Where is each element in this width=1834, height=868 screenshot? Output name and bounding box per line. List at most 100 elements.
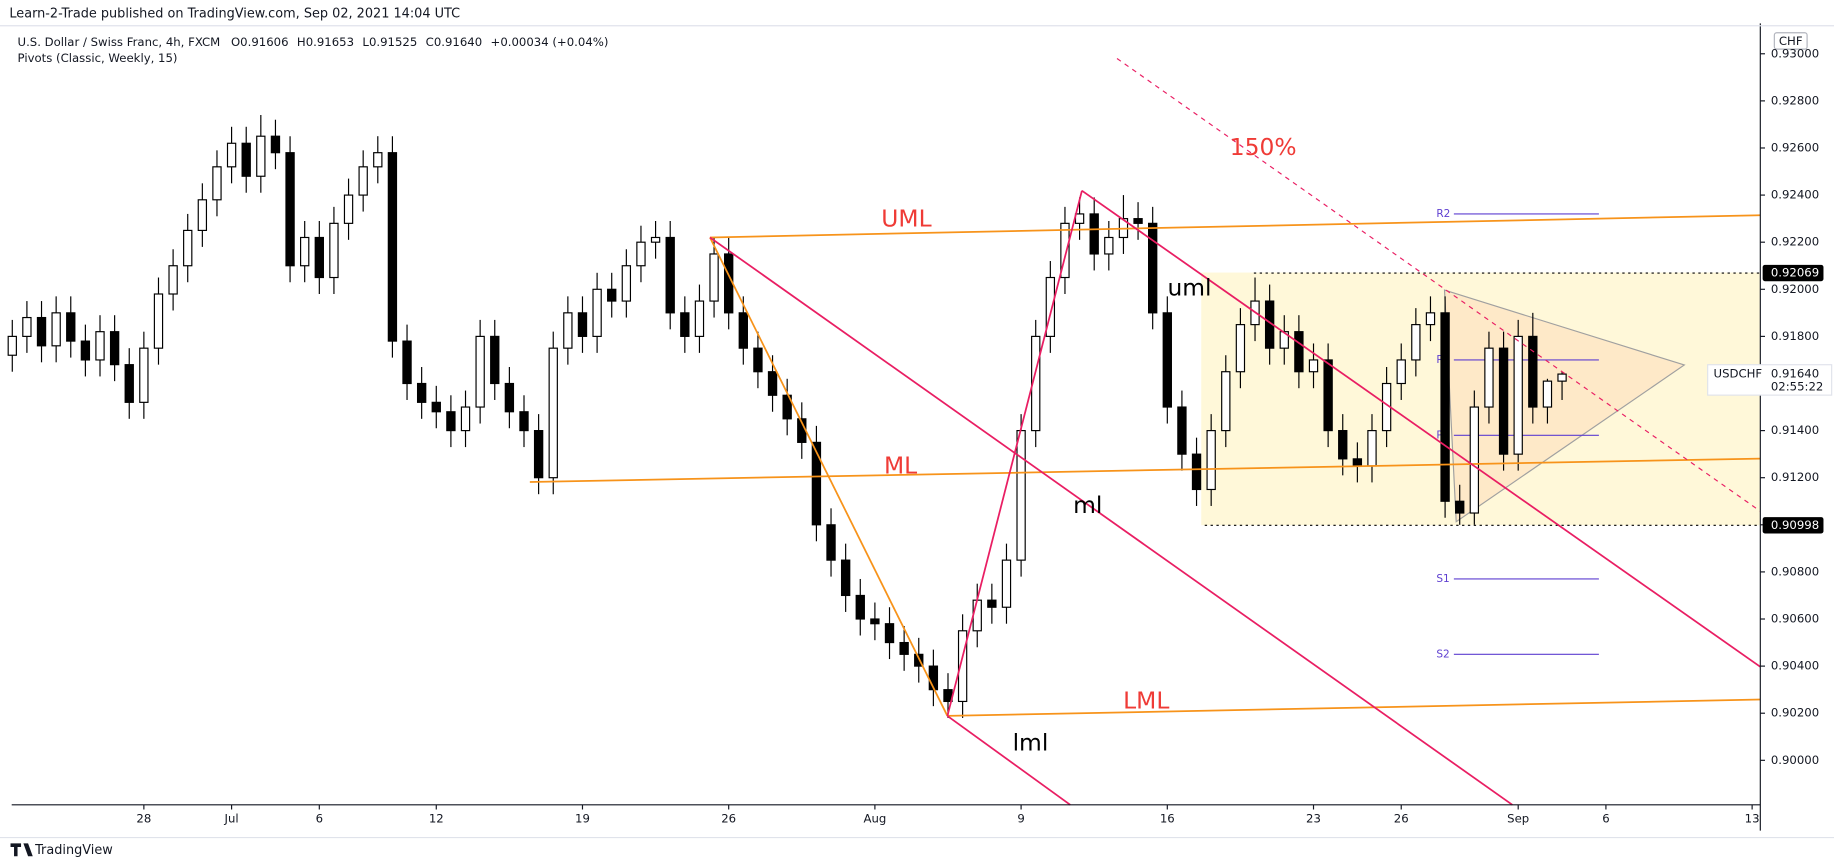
candle-body	[753, 347, 763, 373]
candle-body	[1206, 430, 1216, 491]
y-tick-label: 0.91800	[1771, 329, 1819, 343]
candle-body	[1162, 312, 1172, 408]
candle-body	[1016, 430, 1026, 561]
last-price-box	[1707, 364, 1833, 396]
annotation: 150%	[1230, 133, 1297, 161]
candle-body	[914, 653, 924, 667]
candle-body	[241, 142, 251, 177]
ohlc-value: O0.91606	[231, 35, 289, 49]
legend: U.S. Dollar / Swiss Franc, 4h, FXCM O0.9…	[18, 35, 609, 49]
candle-body	[1294, 331, 1304, 373]
candle-body	[884, 623, 895, 644]
y-tick-label: 0.90400	[1771, 659, 1819, 673]
candle-body	[1513, 335, 1523, 455]
y-tick-label: 0.92200	[1771, 235, 1819, 249]
candle-body	[1498, 347, 1509, 455]
candle-body	[1367, 430, 1377, 467]
candle-body	[738, 312, 748, 349]
candle-body	[1338, 430, 1348, 460]
candle-body	[782, 394, 792, 420]
candle-body	[724, 253, 734, 314]
candle-body	[51, 312, 61, 347]
y-tick-label: 0.90200	[1771, 706, 1819, 720]
candle-body	[139, 347, 149, 403]
candle-body	[475, 335, 485, 408]
candle-body	[811, 441, 822, 526]
pivot-label: S1	[1436, 573, 1449, 585]
last-price-label: 0.91640	[1771, 367, 1819, 381]
candle-body	[1235, 324, 1246, 373]
x-tick-label: 26	[721, 811, 736, 825]
candle-body	[519, 411, 529, 432]
pitchfork	[529, 58, 1761, 806]
y-tick-label: 0.90600	[1771, 612, 1819, 626]
x-tick-label: 28	[136, 811, 151, 825]
candle-body	[183, 229, 193, 267]
level-box	[1762, 264, 1824, 282]
pivot-leg	[709, 237, 949, 717]
candle-body	[212, 166, 222, 201]
rise-leg	[946, 190, 1083, 717]
pivot-label: P	[1436, 429, 1442, 441]
symbol-title: U.S. Dollar / Swiss Franc, 4h, FXCM	[18, 35, 221, 49]
uml-line	[709, 214, 1761, 239]
candle-body	[329, 222, 339, 279]
candle-body	[826, 524, 836, 561]
candle-body	[373, 152, 383, 168]
x-tick-label: 19	[575, 811, 590, 825]
candle-body	[109, 331, 120, 366]
x-tick-label: 6	[1602, 811, 1609, 825]
x-tick-label: 23	[1306, 811, 1321, 825]
candle-body	[548, 347, 558, 479]
candle-body	[197, 199, 208, 231]
candle-body	[1074, 213, 1085, 224]
candle-body	[1104, 236, 1114, 255]
x-tick-label: Jul	[224, 811, 239, 825]
candle-body	[256, 135, 266, 177]
candle-body	[1425, 312, 1436, 326]
pivot-label: S2	[1436, 648, 1449, 660]
x-tick-label: 9	[1017, 811, 1024, 825]
candle-body	[490, 335, 500, 385]
candle-body	[1440, 312, 1450, 502]
candle-body	[840, 559, 851, 597]
candle-body	[387, 152, 398, 342]
x-tick-label: Sep	[1507, 811, 1529, 825]
annotations: UML ML LML uml ml lml 150%	[881, 133, 1296, 756]
currency-box	[1773, 32, 1808, 50]
annotation: LML	[1123, 686, 1169, 714]
y-tick-label: 0.92600	[1771, 140, 1819, 154]
y-tick-label: 0.93000	[1771, 46, 1819, 60]
annotation: uml	[1167, 273, 1211, 301]
candle-body	[168, 265, 178, 295]
plot: R2R1PS1S2	[7, 115, 1761, 718]
extension-150	[1116, 58, 1761, 512]
lml-channel	[946, 715, 1071, 806]
candle-body	[1177, 406, 1187, 455]
candle-body	[694, 300, 705, 337]
candle-body	[1323, 359, 1333, 432]
candle-body	[607, 288, 617, 302]
ml-line	[529, 457, 1761, 483]
candle-body	[1557, 373, 1567, 382]
x-tick-label: 16	[1160, 811, 1175, 825]
annotation: ml	[1073, 491, 1102, 519]
ohlc-value: +0.00034 (+0.04%)	[491, 35, 609, 49]
y-tick-label: 0.91400	[1771, 423, 1819, 437]
candle-body	[665, 236, 675, 314]
y-tick-label: 0.91200	[1771, 470, 1819, 484]
x-tick-label: 6	[316, 811, 323, 825]
y-tick-label: 0.92400	[1771, 188, 1819, 202]
y-tick-label: 0.90000	[1771, 753, 1819, 767]
candle-body	[1148, 222, 1158, 314]
candle-body	[563, 312, 573, 349]
x-tick-label: Aug	[863, 811, 886, 825]
level-box	[1762, 517, 1824, 534]
candle-body	[1001, 559, 1012, 608]
candle-body	[1089, 213, 1099, 255]
x-tick-label: 13	[1745, 811, 1760, 825]
annotation: lml	[1013, 728, 1049, 756]
candle-body	[1484, 347, 1494, 408]
countdown-label: 02:55:22	[1771, 379, 1823, 393]
ohlc-value: C0.91640	[426, 35, 482, 49]
